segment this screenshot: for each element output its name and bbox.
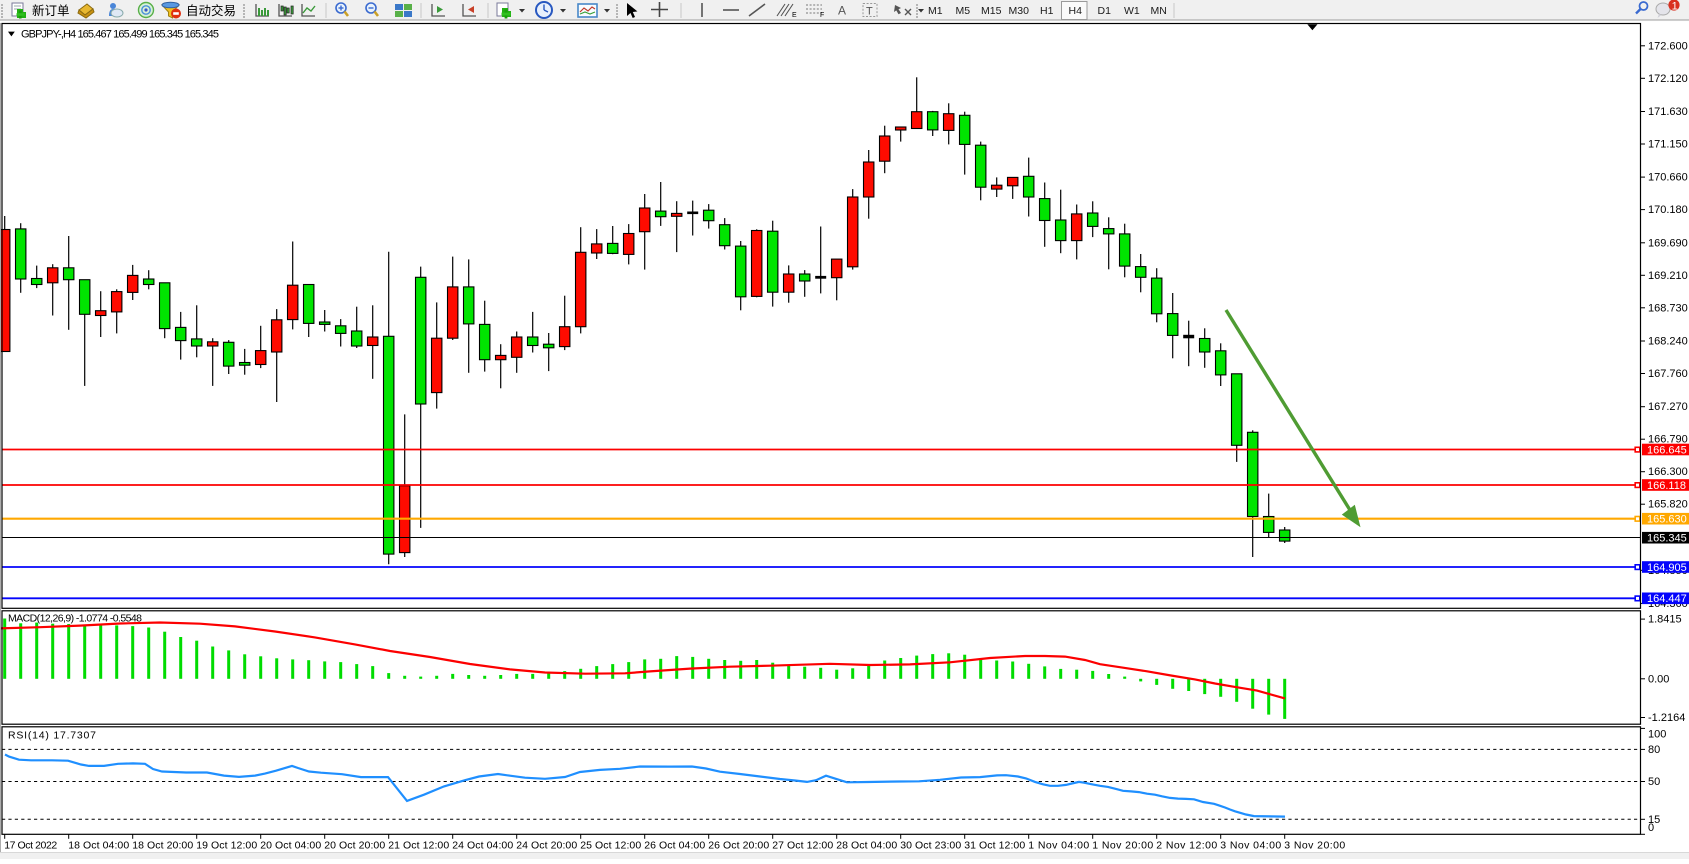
svg-text:MN: MN — [1151, 5, 1167, 17]
svg-text:172.120: 172.120 — [1648, 73, 1688, 85]
svg-text:自动交易: 自动交易 — [186, 3, 236, 18]
svg-text:171.150: 171.150 — [1648, 139, 1688, 151]
svg-text:26 Oct 20:00: 26 Oct 20:00 — [708, 840, 769, 852]
svg-text:170.180: 170.180 — [1648, 204, 1688, 216]
svg-text:172.600: 172.600 — [1648, 40, 1688, 52]
svg-text:31 Oct 12:00: 31 Oct 12:00 — [964, 840, 1025, 852]
svg-text:1.8415: 1.8415 — [1648, 614, 1682, 626]
svg-text:2 Nov 12:00: 2 Nov 12:00 — [1156, 840, 1217, 852]
svg-text:28 Oct 04:00: 28 Oct 04:00 — [836, 840, 897, 852]
svg-text:D1: D1 — [1098, 5, 1112, 17]
svg-text:164.905: 164.905 — [1647, 562, 1687, 574]
svg-text:100: 100 — [1648, 728, 1666, 740]
svg-text:165.630: 165.630 — [1647, 514, 1687, 526]
svg-text:169.210: 169.210 — [1648, 270, 1688, 282]
svg-text:165.820: 165.820 — [1648, 499, 1688, 511]
svg-text:168.730: 168.730 — [1648, 302, 1688, 314]
svg-text:17 Oct 2022: 17 Oct 2022 — [4, 840, 57, 852]
svg-text:A: A — [838, 4, 846, 18]
svg-text:18 Oct 20:00: 18 Oct 20:00 — [132, 840, 193, 852]
svg-text:0: 0 — [1648, 822, 1654, 834]
svg-text:H1: H1 — [1040, 5, 1054, 17]
svg-text:MACD(12,26,9) -1.0774 -0.5548: MACD(12,26,9) -1.0774 -0.5548 — [8, 613, 142, 625]
svg-text:167.760: 167.760 — [1648, 368, 1688, 380]
svg-text:170.660: 170.660 — [1648, 172, 1688, 184]
svg-text:W1: W1 — [1124, 5, 1140, 17]
svg-text:50: 50 — [1648, 776, 1660, 788]
svg-text:168.240: 168.240 — [1648, 336, 1688, 348]
svg-text:25 Oct 12:00: 25 Oct 12:00 — [580, 840, 641, 852]
svg-text:24 Oct 20:00: 24 Oct 20:00 — [516, 840, 577, 852]
svg-text:3 Nov 20:00: 3 Nov 20:00 — [1284, 840, 1345, 852]
svg-text:F: F — [820, 12, 824, 19]
svg-text:1 Nov 20:00: 1 Nov 20:00 — [1092, 840, 1153, 852]
svg-text:166.118: 166.118 — [1647, 480, 1686, 492]
svg-text:15: 15 — [1648, 814, 1660, 826]
svg-text:26 Oct 04:00: 26 Oct 04:00 — [644, 840, 705, 852]
svg-text:1 Nov 04:00: 1 Nov 04:00 — [1028, 840, 1089, 852]
svg-text:80: 80 — [1648, 744, 1660, 756]
svg-text:M30: M30 — [1009, 5, 1030, 17]
svg-text:-1.2164: -1.2164 — [1648, 712, 1685, 724]
svg-text:21 Oct 12:00: 21 Oct 12:00 — [388, 840, 449, 852]
svg-text:164.447: 164.447 — [1647, 593, 1687, 605]
svg-text:166.645: 166.645 — [1647, 444, 1687, 456]
svg-text:165.345: 165.345 — [1647, 533, 1687, 545]
svg-text:3 Nov 04:00: 3 Nov 04:00 — [1220, 840, 1281, 852]
svg-text:T: T — [866, 6, 873, 18]
svg-text:E: E — [792, 12, 797, 19]
svg-text:1: 1 — [1672, 1, 1678, 13]
svg-text:171.630: 171.630 — [1648, 106, 1688, 118]
svg-text:M15: M15 — [981, 5, 1002, 17]
svg-text:167.270: 167.270 — [1648, 401, 1688, 413]
svg-text:18 Oct 04:00: 18 Oct 04:00 — [68, 840, 129, 852]
svg-text:20 Oct 20:00: 20 Oct 20:00 — [324, 840, 385, 852]
svg-text:M1: M1 — [928, 5, 943, 17]
svg-text:GBPJPY-,H4 165.467 165.499 16: GBPJPY-,H4 165.467 165.499 165.345 165.3… — [21, 29, 219, 41]
svg-text:166.790: 166.790 — [1648, 434, 1688, 446]
svg-text:M5: M5 — [956, 5, 971, 17]
svg-text:169.690: 169.690 — [1648, 237, 1688, 249]
svg-text:19 Oct 12:00: 19 Oct 12:00 — [196, 840, 257, 852]
svg-text:27 Oct 12:00: 27 Oct 12:00 — [772, 840, 833, 852]
svg-text:RSI(14) 17.7307: RSI(14) 17.7307 — [8, 730, 96, 742]
svg-text:0.00: 0.00 — [1648, 673, 1669, 685]
svg-text:20 Oct 04:00: 20 Oct 04:00 — [260, 840, 321, 852]
svg-text:24 Oct 04:00: 24 Oct 04:00 — [452, 840, 513, 852]
svg-text:H4: H4 — [1069, 5, 1083, 17]
svg-text:30 Oct 23:00: 30 Oct 23:00 — [900, 840, 961, 852]
svg-text:新订单: 新订单 — [32, 3, 70, 18]
svg-text:166.300: 166.300 — [1648, 466, 1688, 478]
